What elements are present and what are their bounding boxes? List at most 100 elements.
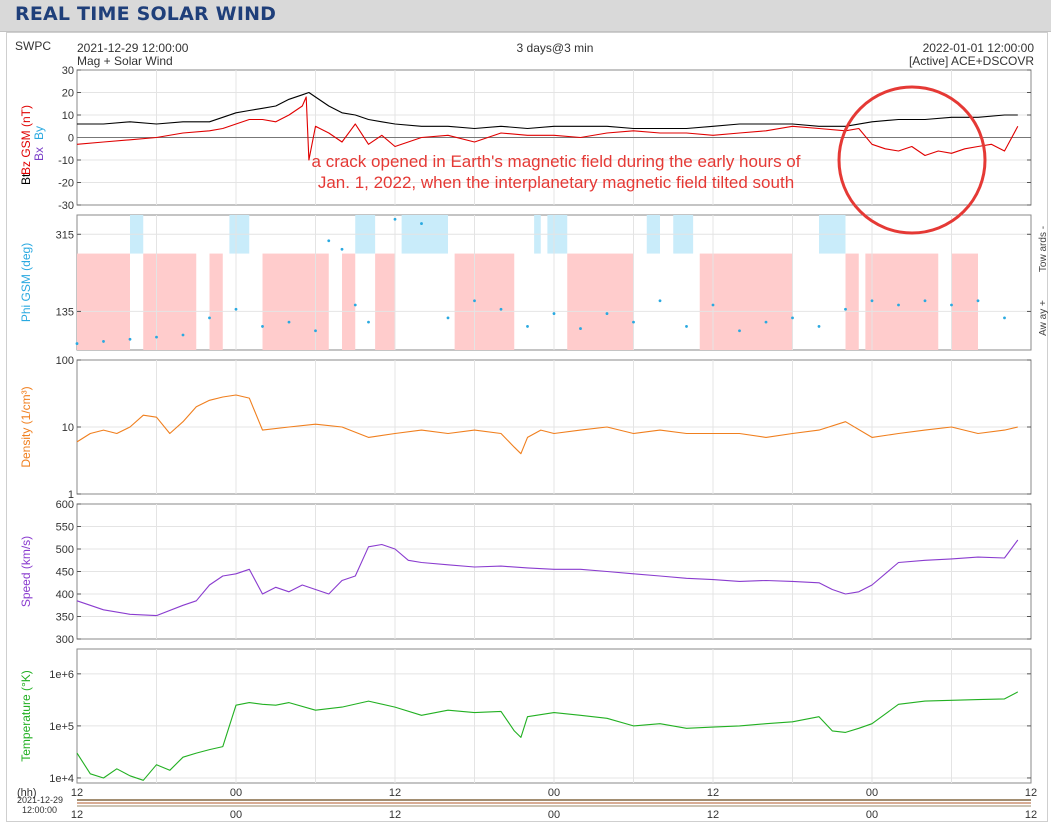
- phi-point: [234, 307, 238, 311]
- away-band: [845, 253, 859, 350]
- ytick-label: 10: [62, 110, 74, 122]
- phi-point: [420, 222, 423, 225]
- series-temperature: [76, 691, 1019, 781]
- series-speed: [76, 539, 1019, 617]
- time-tick-label-top: 12: [707, 787, 719, 799]
- phi-point: [711, 303, 715, 307]
- phi-point: [102, 340, 105, 343]
- phi-point: [261, 325, 264, 328]
- phi-point: [367, 320, 370, 324]
- ytick-label: -10: [58, 155, 74, 167]
- away-band: [209, 253, 223, 350]
- time-tick-label-bottom: 00: [866, 809, 878, 821]
- phi-point: [685, 325, 688, 328]
- phi-point: [75, 342, 79, 345]
- phi-point: [499, 307, 503, 311]
- series-bt: [77, 91, 1018, 130]
- away-band: [342, 253, 356, 350]
- phi-point: [353, 303, 357, 307]
- series-density: [76, 394, 1018, 455]
- span-label: 3 days@3 min: [517, 41, 594, 55]
- annotation-line-1: a crack opened in Earth's magnetic field…: [312, 152, 801, 171]
- away-band: [951, 253, 978, 350]
- panel-phi: 315 135 Phi GSM (deg) Tow ards - Aw ay +: [19, 214, 1049, 351]
- ytick-label: 1: [68, 489, 74, 501]
- phi-point: [897, 303, 900, 307]
- plot-frame: [6, 32, 1048, 822]
- ytick-label: 450: [56, 567, 74, 579]
- time-tick-label-top: 12: [389, 787, 401, 799]
- ytick-label: 30: [62, 65, 74, 77]
- away-band: [567, 253, 634, 350]
- time-tick-label-bottom: 12: [71, 809, 83, 821]
- phi-point: [526, 325, 529, 328]
- subtitle: Mag + Solar Wind: [77, 54, 173, 68]
- time-tick-label-top: 00: [548, 787, 560, 799]
- ylabel-temperature: Temperature (°K): [19, 670, 33, 762]
- ytick-label: 600: [56, 499, 74, 511]
- start-time: 2021-12-29 12:00:00: [77, 41, 189, 55]
- away-band: [262, 253, 329, 350]
- ytick-label: 1e+5: [49, 721, 74, 733]
- time-tick-label-bottom: 00: [548, 809, 560, 821]
- phi-point: [473, 299, 476, 303]
- phi-point: [446, 316, 450, 320]
- phi-point: [738, 329, 741, 333]
- phi-point: [314, 329, 317, 333]
- ytick-label: 550: [56, 522, 74, 534]
- ytick-label: 20: [62, 88, 74, 100]
- time-tick-label-top: 00: [230, 787, 242, 799]
- phi-point: [870, 299, 874, 303]
- phi-point: [764, 320, 768, 324]
- ylabel-by: By: [32, 126, 46, 140]
- phi-point: [579, 327, 582, 330]
- ylabel-bz: Bz GSM (nT): [19, 105, 33, 175]
- ytick-label: 0: [68, 133, 74, 145]
- time-tick-label-top: 12: [1025, 787, 1037, 799]
- spacecraft-label: [Active] ACE+DSCOVR: [909, 54, 1034, 68]
- time-tick-label-top: 00: [866, 787, 878, 799]
- axis-start-clock: 12:00:00: [22, 805, 57, 815]
- ytick-label: -20: [58, 178, 74, 190]
- axis-start-date: 2021-12-29: [17, 795, 63, 805]
- ytick-label: 1e+6: [49, 669, 74, 681]
- ytick-label: 315: [56, 229, 74, 241]
- ylabel-density: Density (1/cm³): [19, 386, 33, 467]
- away-band: [77, 253, 130, 350]
- series-bz: [76, 96, 1019, 161]
- towards-label: Tow ards -: [1038, 226, 1049, 272]
- annotation-line-2: Jan. 1, 2022, when the interplanetary ma…: [318, 173, 794, 192]
- panel-mag: 30 20 10 0 -10 -20 -30: [58, 65, 1032, 212]
- time-tick-label-bottom: 12: [1025, 809, 1037, 821]
- phi-point: [155, 335, 158, 339]
- page-title: REAL TIME SOLAR WIND: [15, 3, 277, 25]
- phi-point: [844, 307, 847, 311]
- end-time: 2022-01-01 12:00:00: [923, 41, 1035, 55]
- annotation-circle: [837, 85, 987, 235]
- time-tick-label-top: 12: [71, 787, 83, 799]
- phi-point: [552, 312, 556, 315]
- panel-density: 100 10 1 Density (1/cm³): [19, 355, 1032, 501]
- away-band: [375, 253, 395, 350]
- ytick-label: 1e+4: [49, 773, 74, 785]
- phi-point: [208, 316, 211, 320]
- ytick-label: 100: [56, 355, 74, 367]
- phi-point: [181, 333, 185, 337]
- source-label: SWPC: [15, 39, 51, 53]
- ytick-label: 400: [56, 589, 74, 601]
- phi-point: [817, 325, 821, 328]
- phi-point: [791, 316, 794, 320]
- ylabel-phi: Phi GSM (deg): [19, 243, 33, 322]
- ytick-label: -30: [58, 200, 74, 212]
- away-band: [454, 253, 515, 350]
- title-bar: REAL TIME SOLAR WIND: [0, 0, 1051, 32]
- ytick-label: 300: [56, 634, 74, 646]
- phi-point: [605, 312, 609, 315]
- ytick-label: 350: [56, 612, 74, 624]
- panel-speed: 600 550 500 450 400 350 300 Speed (km/s): [19, 499, 1032, 646]
- phi-point: [658, 299, 662, 303]
- phi-point: [327, 239, 331, 243]
- time-tick-label-bottom: 12: [389, 809, 401, 821]
- panel-temperature: 1e+6 1e+5 1e+4 Temperature (°K): [19, 648, 1032, 785]
